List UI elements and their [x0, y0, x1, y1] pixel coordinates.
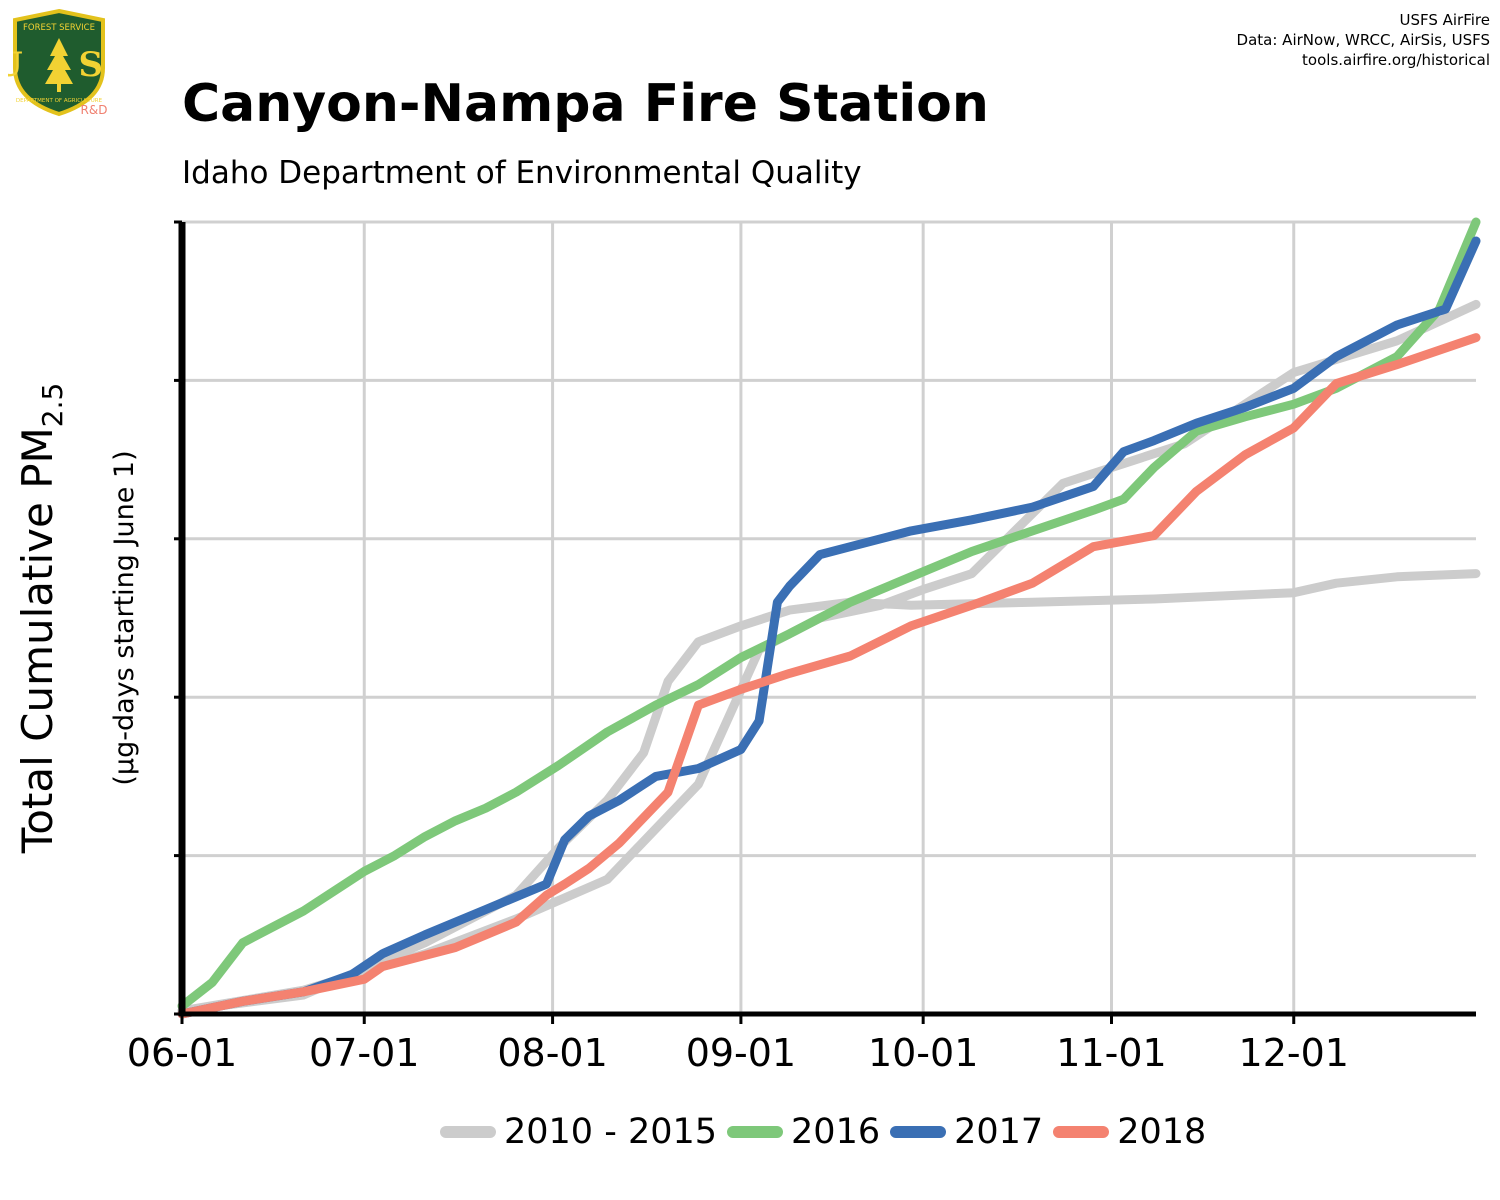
series-line-2018	[177, 333, 1481, 1019]
x-tick-label: 06-01	[127, 1031, 237, 1075]
legend-item-2017: 2017	[890, 1112, 1043, 1152]
series-line-2017	[177, 236, 1481, 1019]
legend-swatch	[440, 1126, 496, 1138]
chart-title: Canyon-Nampa Fire Station	[182, 74, 989, 134]
x-tick-label: 12-01	[1239, 1031, 1349, 1075]
legend-item-2010-2015: 2010 - 2015	[440, 1112, 717, 1152]
credit-line: USFS AirFire	[1399, 11, 1490, 29]
credit-line: Data: AirNow, WRCC, AirSis, USFS	[1236, 31, 1490, 49]
series-lines	[177, 217, 1481, 1019]
x-tick-label: 09-01	[686, 1031, 796, 1075]
legend-swatch	[1053, 1126, 1110, 1138]
credit-line: tools.airfire.org/historical	[1302, 51, 1490, 69]
logo-top-text: FOREST SERVICE	[23, 23, 95, 33]
credits: USFS AirFire Data: AirNow, WRCC, AirSis,…	[1237, 10, 1490, 70]
legend-swatch	[727, 1126, 784, 1138]
legend-item-2018: 2018	[1053, 1112, 1206, 1152]
legend-label: 2017	[954, 1112, 1044, 1152]
y-axis-label: Total Cumulative PM2.5	[13, 383, 69, 855]
x-tick-label: 10-01	[868, 1031, 978, 1075]
legend-label: 2018	[1117, 1112, 1207, 1152]
tree-icon	[45, 38, 73, 84]
series-line-2010-2015	[177, 569, 1481, 1016]
legend-swatch	[890, 1126, 947, 1138]
legend-label: 2016	[791, 1112, 881, 1152]
logo-rd-label: R&D	[81, 103, 108, 117]
axes	[174, 220, 1476, 1024]
series-line-2016	[177, 217, 1481, 1011]
legend-label: 2010 - 2015	[504, 1112, 718, 1152]
legend-item-2016: 2016	[727, 1112, 880, 1152]
usfs-shield-logo: FOREST SERVICE U S DEPARTMENT OF AGRICUL…	[8, 8, 108, 117]
chart-subtitle: Idaho Department of Environmental Qualit…	[182, 155, 862, 191]
x-tick-label: 08-01	[497, 1031, 607, 1075]
logo-bottom-text: DEPARTMENT OF AGRICULTURE	[16, 98, 103, 104]
legend: 2010 - 2015 2016 2017 2018	[440, 1112, 1216, 1152]
x-tick-labels: 06-01 07-01 08-01 09-01 10-01 11-01 12-01	[127, 1031, 1349, 1075]
x-tick-label: 07-01	[309, 1031, 419, 1075]
y-axis-sublabel: (µg-days starting June 1)	[109, 450, 140, 785]
x-tick-label: 11-01	[1056, 1031, 1166, 1075]
